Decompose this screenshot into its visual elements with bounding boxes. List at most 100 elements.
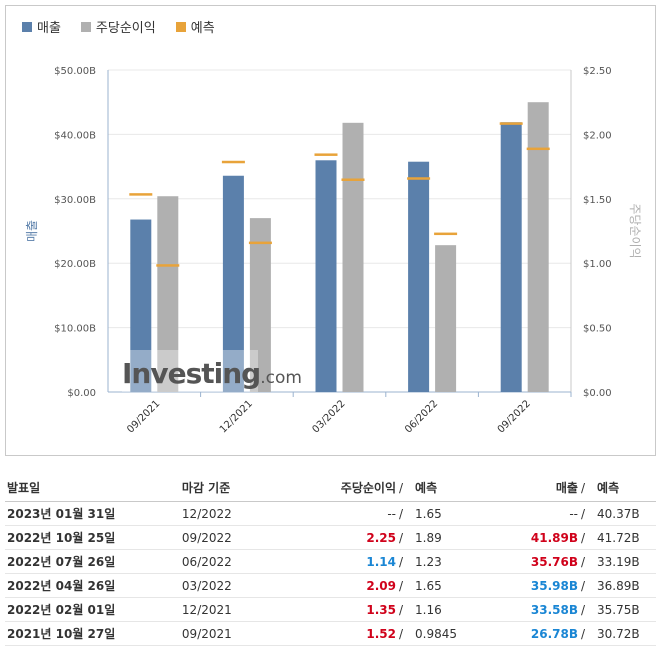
bar-eps[interactable] bbox=[249, 218, 271, 392]
cell-period: 09/2022 bbox=[181, 530, 232, 545]
legend-item-revenue[interactable]: 매출 bbox=[22, 17, 61, 36]
x-tick-label: 09/2022 bbox=[496, 398, 533, 435]
cell-eps-forecast: 1.16 bbox=[415, 602, 442, 617]
cell-revenue-value: 35.76B bbox=[530, 554, 578, 569]
y-tick-label-left: $50.00B bbox=[54, 66, 96, 77]
table-header-row: 발표일 마감 기준 주당순이익 / 예측 매출 / 예측 bbox=[5, 473, 656, 502]
y-tick-label-right: $0.00 bbox=[583, 388, 612, 399]
legend-swatch-revenue bbox=[22, 21, 32, 32]
forecast-marker-eps bbox=[248, 241, 272, 245]
y-axis-label-right: 주당순이익 bbox=[628, 203, 642, 258]
legend-item-eps[interactable]: 주당순이익 bbox=[80, 17, 156, 36]
forecast-marker-eps bbox=[526, 147, 550, 151]
cell-eps: -- / bbox=[292, 507, 407, 521]
legend-label-eps: 주당순이익 bbox=[95, 21, 156, 36]
watermark-word: Investing bbox=[122, 357, 260, 390]
earnings-chart: 매출 주당순이익 예측 $0.00 $10.00B $20.00B $30.00B $4… bbox=[5, 5, 656, 456]
cell-eps-slash: / bbox=[398, 578, 404, 593]
bar-revenue[interactable] bbox=[408, 161, 430, 392]
legend-label-revenue: 매출 bbox=[37, 21, 61, 36]
cell-eps-slash: / bbox=[398, 554, 404, 569]
cell-revenue-forecast: 40.37B bbox=[597, 506, 640, 521]
bar-eps[interactable] bbox=[435, 245, 457, 392]
forecast-marker-revenue bbox=[314, 153, 338, 156]
bar-revenue[interactable] bbox=[222, 175, 244, 392]
y-tick-label-left: $10.00B bbox=[54, 324, 96, 335]
cell-revenue: 33.58B / bbox=[503, 603, 589, 617]
cell-date: 2022년 10월 25일 bbox=[7, 531, 116, 545]
legend-label-forecast: 예측 bbox=[190, 21, 215, 36]
cell-eps-value: 2.25 bbox=[366, 530, 396, 545]
table-row: 2023년 01월 31일 12/2022 --/1.65 --/40.37B bbox=[5, 502, 656, 526]
cell-revenue-value: 41.89B bbox=[530, 530, 578, 545]
cell-revenue-forecast: 33.19B bbox=[597, 554, 640, 569]
cell-eps-slash: / bbox=[398, 626, 404, 641]
y-tick-label-right: $1.00 bbox=[583, 259, 612, 270]
bar-revenue[interactable] bbox=[315, 160, 337, 392]
legend-swatch-eps bbox=[80, 21, 91, 32]
y-tick-label-right: $0.50 bbox=[583, 324, 612, 335]
y-tick-label-left: $40.00B bbox=[54, 130, 96, 141]
watermark-suffix: .com bbox=[260, 368, 302, 388]
cell-eps: 2.09/ bbox=[292, 579, 407, 593]
watermark-backdrop bbox=[122, 350, 258, 392]
cell-period: 12/2022 bbox=[181, 506, 232, 521]
watermark-logo: Investing.com bbox=[122, 357, 302, 390]
forecast-marker-revenue bbox=[499, 122, 523, 125]
cell-revenue-slash: / bbox=[580, 626, 586, 641]
header-eps-label: 주당순이익 bbox=[340, 480, 396, 495]
cell-eps: 1.52/ bbox=[292, 627, 407, 641]
chart-legend: 매출 주당순이익 예측 bbox=[22, 17, 215, 36]
cell-eps: 2.25/ bbox=[292, 531, 407, 545]
header-period[interactable]: 마감 기준 bbox=[181, 480, 231, 495]
cell-eps-slash: / bbox=[398, 530, 404, 545]
chart-plot: $0.00 $10.00B $20.00B $30.00B $40.00B $50.00B… bbox=[25, 66, 642, 435]
cell-revenue-forecast: 36.89B bbox=[597, 578, 640, 593]
bar-revenue[interactable] bbox=[500, 122, 522, 393]
header-revenue[interactable]: 매출 / bbox=[503, 479, 589, 496]
table-row: 2022년 02월 01일 12/2021 1.35/1.16 33.58B/35.7… bbox=[5, 598, 656, 622]
header-eps-forecast[interactable]: 예측 bbox=[415, 480, 438, 495]
cell-eps-forecast: 0.9845 bbox=[415, 626, 458, 641]
header-revenue-slash: / bbox=[580, 480, 586, 495]
bar-revenue[interactable] bbox=[130, 219, 152, 392]
header-date[interactable]: 발표일 bbox=[7, 480, 41, 495]
header-revenue-forecast[interactable]: 예측 bbox=[597, 480, 620, 495]
y-tick-label-right: $1.50 bbox=[583, 195, 612, 206]
legend-item-forecast[interactable]: 예측 bbox=[175, 17, 215, 36]
legend-swatch-forecast bbox=[175, 21, 186, 32]
cell-eps-value: -- bbox=[387, 506, 396, 521]
earnings-table: 발표일 마감 기준 주당순이익 / 예측 매출 / 예측 2023년 01월 31일… bbox=[5, 473, 656, 646]
table-body: 2023년 01월 31일 12/2022 --/1.65 --/40.37B 2022… bbox=[5, 502, 656, 646]
y-tick-label-left: $20.00B bbox=[54, 259, 96, 270]
y-tick-label-left: $0.00 bbox=[67, 388, 96, 399]
forecast-marker-eps bbox=[434, 232, 458, 236]
header-eps[interactable]: 주당순이익 / bbox=[292, 479, 407, 496]
bar-eps[interactable] bbox=[342, 122, 364, 393]
cell-eps-slash: / bbox=[398, 506, 404, 521]
forecast-marker-revenue bbox=[407, 177, 431, 180]
cell-period: 06/2022 bbox=[181, 554, 232, 569]
header-revenue-label: 매출 bbox=[555, 480, 578, 495]
forecast-marker-eps bbox=[341, 178, 365, 181]
cell-revenue-slash: / bbox=[580, 602, 586, 617]
cell-date: 2023년 01월 31일 bbox=[7, 507, 116, 521]
cell-eps-forecast: 1.65 bbox=[415, 506, 442, 521]
y-axis-label-left: 매출 bbox=[25, 220, 39, 242]
x-tick-label: 03/2022 bbox=[310, 398, 347, 435]
x-tick-label: 09/2021 bbox=[125, 398, 162, 435]
bar-eps[interactable] bbox=[527, 102, 549, 392]
cell-revenue-value: 35.98B bbox=[530, 578, 578, 593]
cell-revenue-forecast: 35.75B bbox=[597, 602, 640, 617]
cell-revenue-value: -- bbox=[569, 506, 578, 521]
cell-revenue-value: 33.58B bbox=[530, 602, 578, 617]
cell-eps-forecast: 1.23 bbox=[415, 554, 442, 569]
cell-revenue: 35.76B / bbox=[503, 555, 589, 569]
y-tick-label-right: $2.00 bbox=[583, 130, 612, 141]
cell-revenue-slash: / bbox=[580, 578, 586, 593]
table-row: 2022년 04월 26일 03/2022 2.09/1.65 35.98B/36.8… bbox=[5, 574, 656, 598]
table-row: 2021년 10월 27일 09/2021 1.52/0.9845 26.78B/30… bbox=[5, 622, 656, 646]
cell-revenue: -- / bbox=[503, 507, 589, 521]
cell-eps-value: 1.35 bbox=[366, 602, 396, 617]
bar-eps[interactable] bbox=[157, 196, 179, 392]
